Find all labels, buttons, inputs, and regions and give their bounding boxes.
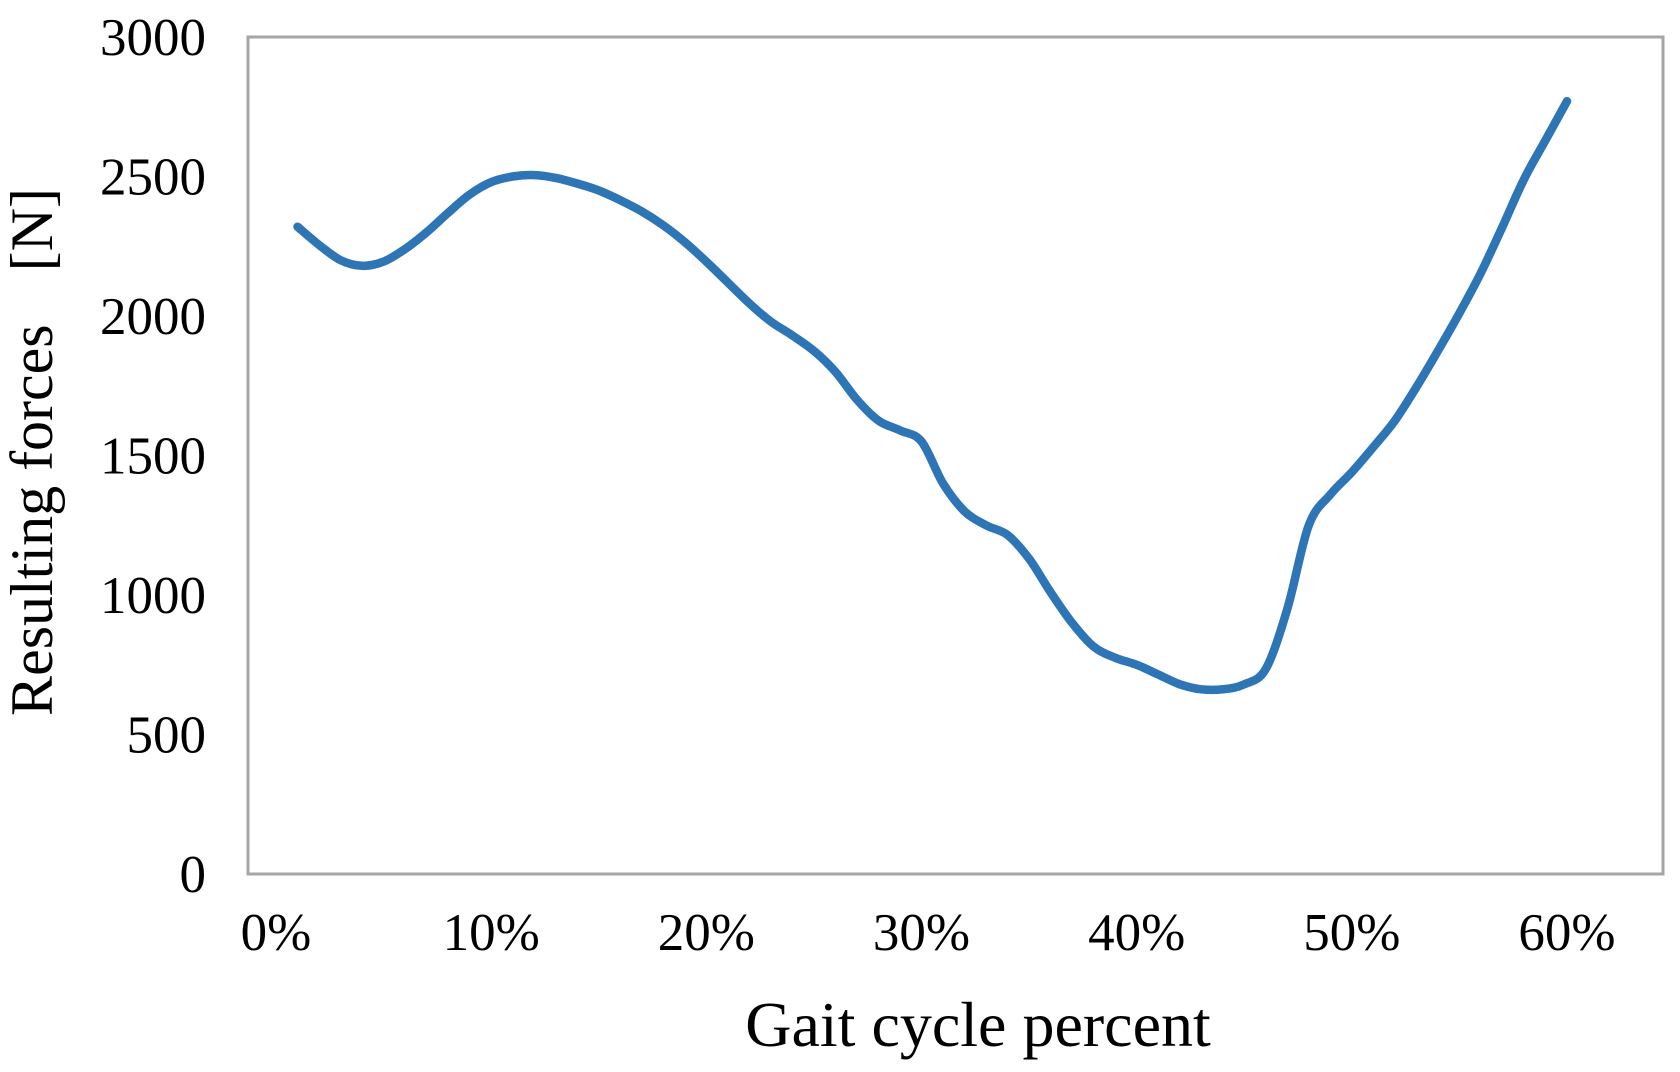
- y-tick-label: 0: [180, 846, 207, 904]
- x-axis-tick-labels: 0% 10% 20% 30% 40% 50% 60%: [241, 904, 1616, 962]
- series-group: [293, 96, 1572, 695]
- y-axis-tick-labels: 0 500 1000 1500 2000 2500 3000: [100, 9, 206, 904]
- plot-area: [246, 35, 1665, 876]
- y-tick-label: 2000: [100, 288, 206, 346]
- y-tick-label: 2500: [100, 149, 206, 207]
- x-axis-title: Gait cycle percent: [745, 989, 1211, 1060]
- y-tick-label: 1500: [100, 428, 206, 486]
- x-tick-label: 0%: [241, 904, 312, 962]
- x-tick-label: 40%: [1088, 904, 1185, 962]
- y-tick-label: 3000: [100, 9, 206, 67]
- y-axis-title: Resulting forces [N]: [0, 188, 65, 716]
- x-tick-label: 30%: [873, 904, 970, 962]
- y-tick-label: 1000: [100, 567, 206, 625]
- y-axis-title-text: Resulting forces: [0, 324, 65, 716]
- y-tick-label: 500: [127, 707, 207, 765]
- x-tick-label: 10%: [443, 904, 540, 962]
- x-tick-label: 60%: [1518, 904, 1615, 962]
- x-tick-label: 20%: [658, 904, 755, 962]
- y-axis-unit: [N]: [0, 188, 65, 271]
- x-tick-label: 50%: [1303, 904, 1400, 962]
- resulting-force-line: [293, 96, 1572, 695]
